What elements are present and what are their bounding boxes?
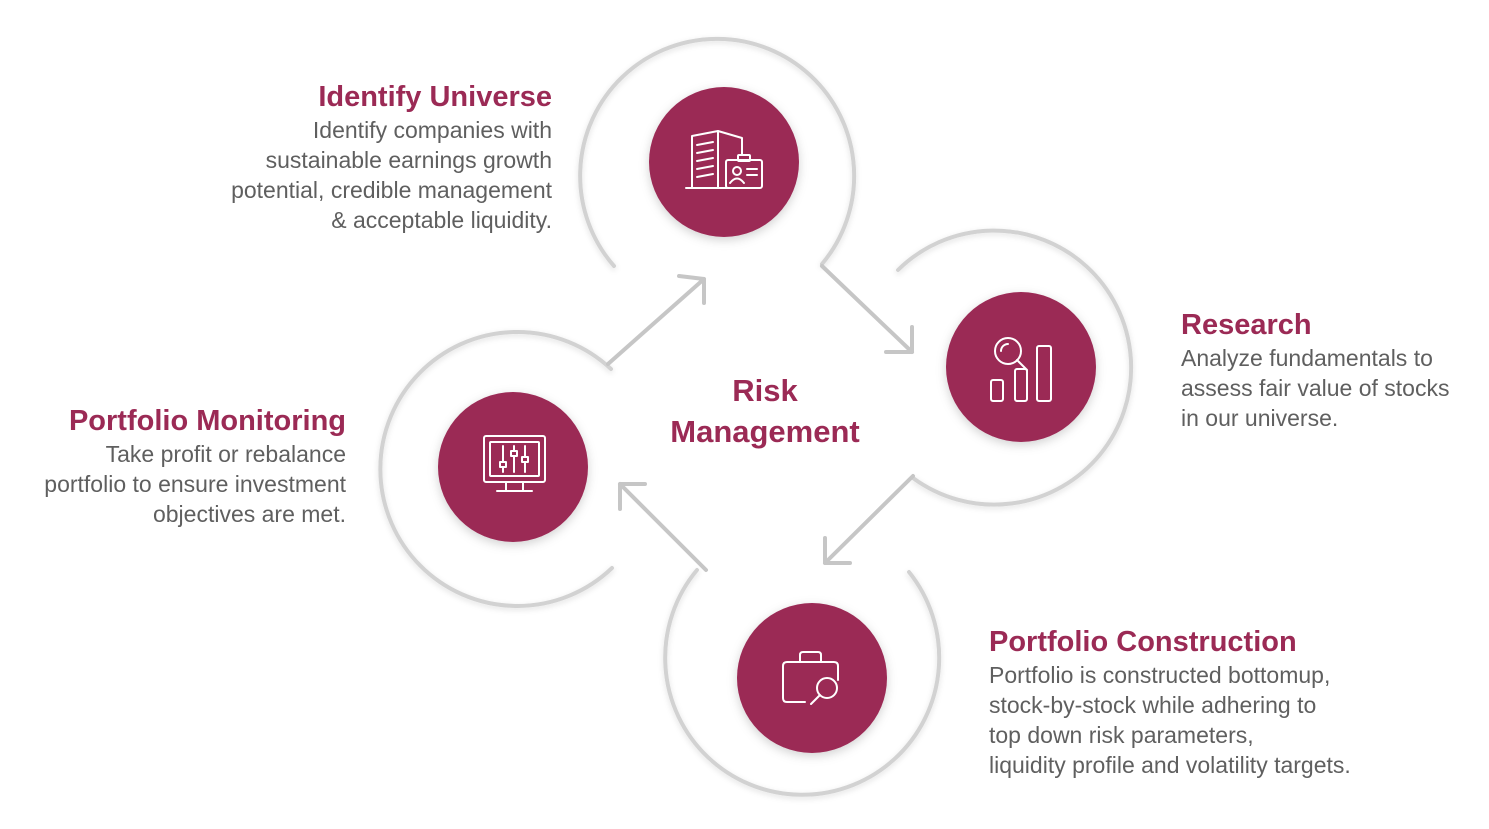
circle-identify-universe (649, 87, 799, 237)
step-portfolio-monitoring: Portfolio Monitoring Take profit or reba… (44, 405, 346, 529)
outer-rings (378, 36, 1134, 797)
step-description-line: Identify companies with (312, 117, 552, 143)
step-circles (438, 87, 1096, 753)
center-title-risk-management: Risk Management (640, 370, 890, 452)
step-title: Research (1181, 309, 1312, 341)
step-description-line: potential, credible management (231, 177, 552, 203)
step-description-line: Take profit or rebalance (105, 441, 346, 467)
step-description-line: portfolio to ensure investment (44, 471, 346, 497)
step-research: Research Analyze fundamentals to assess … (1181, 309, 1449, 433)
step-title: Identify Universe (318, 81, 552, 113)
step-description-line: in our universe. (1181, 405, 1339, 431)
center-title-line1: Risk (732, 373, 798, 408)
arrow-research-to-construction (823, 474, 915, 565)
step-description-line: top down risk parameters, (989, 722, 1254, 748)
step-description-line: sustainable earnings growth (265, 147, 552, 173)
ring-portfolio-monitoring (378, 330, 614, 608)
step-description-line: objectives are met. (152, 501, 346, 527)
step-description-line: & acceptable liquidity. (331, 207, 552, 233)
step-title: Portfolio Monitoring (68, 405, 346, 437)
step-description-line: Portfolio is constructed bottomup, (989, 662, 1331, 688)
step-description-line: stock-by-stock while adhering to (989, 692, 1317, 718)
step-description-line: assess fair value of stocks (1181, 375, 1450, 401)
step-title: Portfolio Construction (989, 626, 1297, 658)
arrow-construction-to-monitoring (618, 482, 708, 572)
ring-identify-universe (578, 36, 857, 268)
arrow-monitoring-to-universe (606, 274, 706, 366)
cycle-arrows (606, 264, 915, 572)
step-identify-universe: Identify Universe Identify companies wit… (231, 81, 552, 235)
magnifier-bar-chart-icon (990, 337, 1052, 402)
ring-portfolio-construction (663, 568, 942, 797)
step-description-line: liquidity profile and volatility targets… (989, 752, 1351, 778)
monitor-sliders-icon (483, 435, 546, 492)
ring-research (896, 228, 1134, 507)
center-title-line2: Management (670, 414, 860, 449)
briefcase-magnifier-icon (782, 651, 839, 705)
arrow-universe-to-research (820, 264, 914, 354)
building-id-card-icon (685, 130, 763, 189)
step-portfolio-construction: Portfolio Construction Portfolio is cons… (989, 626, 1351, 780)
circle-portfolio-construction (737, 603, 887, 753)
circle-research (946, 292, 1096, 442)
step-description-line: Analyze fundamentals to (1181, 345, 1433, 371)
